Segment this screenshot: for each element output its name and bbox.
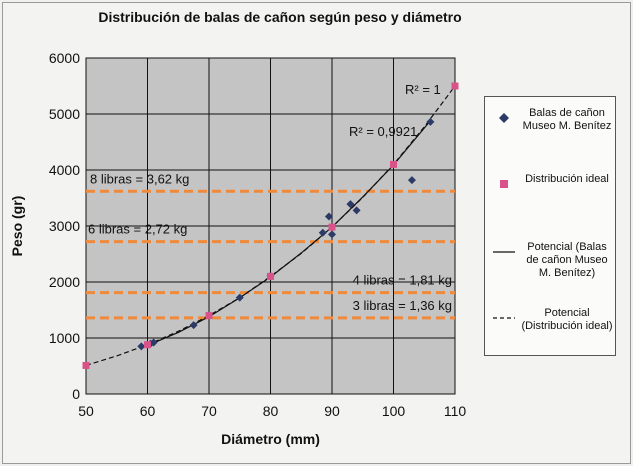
data-point-museo	[189, 321, 198, 330]
legend: Balas de cañon Museo M. Benítez Distribu…	[484, 96, 616, 356]
data-point-museo	[352, 206, 361, 215]
y-tick-label: 5000	[49, 106, 80, 122]
diamond-marker-icon	[499, 113, 509, 123]
r-squared-label: R² = 1	[405, 82, 441, 97]
x-tick-label: 60	[140, 403, 156, 419]
data-point-ideal	[451, 82, 459, 90]
reference-line-label: 6 libras = 2,72 kg	[88, 222, 187, 237]
data-point-ideal	[267, 272, 274, 280]
data-point-ideal	[144, 341, 151, 349]
x-tick-label: 80	[263, 403, 279, 419]
r-squared-label: R² = 0,9921	[349, 124, 417, 139]
data-point-museo	[149, 338, 158, 347]
x-tick-label: 50	[78, 403, 94, 419]
data-point-museo	[328, 230, 336, 239]
legend-item-trend-ideal: Potencial (Distribución ideal)	[491, 307, 613, 349]
data-point-ideal	[390, 160, 397, 168]
data-point-ideal	[205, 312, 213, 320]
x-tick-label: 100	[382, 403, 406, 419]
legend-label-ideal: Distribución ideal	[525, 173, 609, 185]
solid-line-icon	[493, 251, 515, 253]
data-point-ideal	[328, 223, 336, 231]
reference-line-label: 8 libras = 3,62 kg	[90, 171, 189, 186]
y-tick-label: 1000	[49, 330, 80, 346]
square-marker-icon	[500, 180, 508, 188]
y-tick-label: 2000	[49, 274, 80, 290]
dashed-line-icon	[493, 317, 515, 319]
legend-label-trend-museo: Potencial (Balas de cañon Museo M. Benít…	[526, 241, 608, 279]
y-axis-label: Peso (gr)	[9, 196, 25, 257]
data-point-museo	[407, 176, 416, 185]
data-point-museo	[235, 293, 244, 302]
y-tick-label: 6000	[49, 50, 80, 66]
data-point-museo	[324, 212, 333, 221]
x-tick-label: 110	[444, 403, 467, 419]
legend-label-trend-ideal: Potencial (Distribución ideal)	[521, 307, 613, 332]
y-tick-label: 4000	[49, 162, 80, 178]
legend-item-museo: Balas de cañon Museo M. Benítez	[491, 107, 613, 149]
legend-item-ideal: Distribución ideal	[491, 173, 613, 203]
data-point-ideal	[82, 361, 90, 369]
data-point-museo	[426, 117, 435, 126]
data-point-museo	[318, 228, 327, 237]
y-tick-label: 0	[72, 386, 80, 402]
y-tick-label: 3000	[49, 218, 80, 234]
reference-line-label: 3 libras = 1,36 kg	[353, 298, 452, 313]
x-axis-label: Diámetro (mm)	[221, 431, 320, 447]
x-tick-label: 90	[324, 403, 340, 419]
legend-label-museo: Balas de cañon Museo M. Benítez	[522, 107, 612, 132]
data-point-museo	[137, 342, 146, 351]
legend-item-trend-museo: Potencial (Balas de cañon Museo M. Benít…	[491, 241, 613, 297]
x-tick-label: 70	[201, 403, 217, 419]
data-point-museo	[346, 200, 355, 209]
chart-title: Distribución de balas de cañon según pes…	[98, 9, 462, 25]
reference-line-label: 4 libras = 1,81 kg	[353, 273, 452, 288]
